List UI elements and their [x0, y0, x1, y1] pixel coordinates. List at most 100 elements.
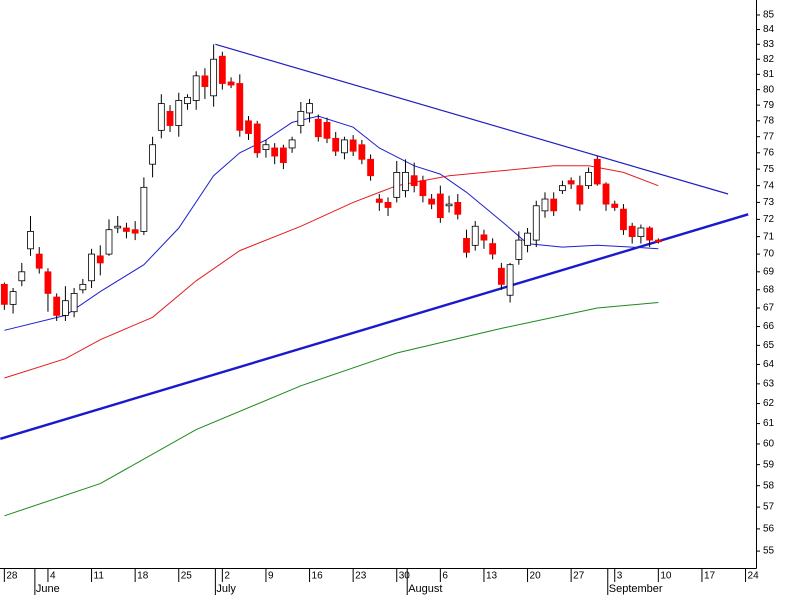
y-tick-label: 72 [763, 214, 775, 225]
x-tick-label: 2 [224, 571, 230, 582]
y-tick-label: 59 [763, 459, 775, 470]
y-tick-label: 69 [763, 266, 775, 277]
y-tick-label: 66 [763, 321, 775, 332]
candle-body [262, 144, 270, 150]
candle-body [611, 203, 619, 208]
y-tick-label: 77 [763, 131, 775, 142]
candle-body [279, 147, 287, 163]
month-label: June [36, 583, 60, 595]
x-tick-label: 13 [486, 571, 498, 582]
candle-body [306, 103, 313, 114]
y-tick-label: 71 [763, 231, 775, 242]
candle-body [314, 118, 322, 138]
candle-body [61, 300, 69, 316]
trendline [215, 43, 729, 195]
candle-body [192, 75, 200, 101]
candle-body [375, 198, 383, 203]
candle-body [637, 227, 645, 238]
candle-body [227, 81, 235, 86]
candle-body [218, 55, 226, 84]
y-tick-label: 58 [763, 480, 775, 491]
candle-body [419, 180, 427, 197]
y-tick-label: 64 [763, 359, 775, 370]
x-tick-label: 16 [312, 571, 324, 582]
y-tick-label: 65 [763, 340, 775, 351]
candle-body [471, 225, 479, 246]
trendline [0, 213, 749, 440]
candle-body [489, 243, 497, 255]
candle-body [114, 225, 122, 229]
y-tick-label: 55 [763, 546, 775, 557]
candle-body [297, 110, 305, 126]
candle-body [567, 180, 575, 185]
y-tick-label: 80 [763, 84, 775, 95]
candle-body [384, 202, 392, 208]
candle-body [524, 232, 531, 246]
candle-body [323, 121, 331, 139]
candle-body [620, 208, 627, 231]
y-tick-label: 56 [763, 524, 775, 535]
y-tick-label: 62 [763, 398, 775, 409]
candle-body [436, 193, 444, 219]
x-tick-label: 9 [268, 571, 274, 582]
candle-body [27, 231, 34, 250]
candle-body [541, 198, 549, 212]
month-label: July [216, 583, 236, 595]
y-tick-label: 67 [763, 303, 775, 314]
candle-body [88, 253, 95, 282]
candle-body [602, 183, 610, 205]
y-tick-label: 74 [763, 180, 775, 191]
y-tick-label: 60 [763, 439, 775, 450]
candle-body [271, 147, 279, 157]
x-tick-label: 10 [660, 571, 672, 582]
candle-body [70, 293, 78, 313]
x-tick-label: 24 [748, 571, 760, 582]
x-tick-label: 25 [181, 571, 193, 582]
candle-body [480, 234, 488, 241]
candle-body [454, 202, 462, 215]
x-tick-label: 23 [355, 571, 367, 582]
candle-body [410, 175, 418, 187]
moving-average [4, 302, 659, 517]
moving-average [4, 165, 659, 379]
candle-body [628, 225, 636, 238]
candle-body [550, 198, 558, 212]
candle-body [53, 296, 61, 316]
candle-body [367, 158, 374, 177]
candle-body [559, 185, 566, 192]
candle-body [497, 267, 505, 285]
candle-body [105, 229, 113, 255]
candle-body [123, 227, 130, 232]
x-tick-label: 30 [399, 571, 411, 582]
candle-body [131, 229, 139, 234]
y-tick-label: 68 [763, 284, 775, 295]
candle-body [166, 110, 174, 126]
month-label: August [408, 583, 442, 595]
candle-body [184, 96, 191, 104]
candle-body [532, 205, 540, 241]
candle-body [463, 237, 470, 253]
candle-body [245, 120, 252, 134]
candle-body [0, 283, 8, 305]
candle-body [393, 172, 401, 198]
candle-body [341, 139, 348, 154]
candle-body [654, 239, 662, 243]
candle-body [157, 103, 165, 131]
candle-body [445, 203, 453, 207]
candle-body [646, 227, 654, 241]
x-tick-label: 3 [617, 571, 623, 582]
candle-body [358, 144, 366, 160]
candle-body [332, 137, 340, 152]
candle-body [79, 283, 87, 291]
y-tick-label: 70 [763, 249, 775, 260]
candle-body [428, 198, 436, 205]
candle-body [44, 271, 52, 294]
x-tick-label: 18 [137, 571, 149, 582]
x-tick-label: 28 [6, 571, 18, 582]
x-tick-label: 4 [50, 571, 56, 582]
y-tick-label: 57 [763, 502, 775, 513]
y-tick-label: 73 [763, 197, 775, 208]
y-tick-label: 79 [763, 100, 775, 111]
